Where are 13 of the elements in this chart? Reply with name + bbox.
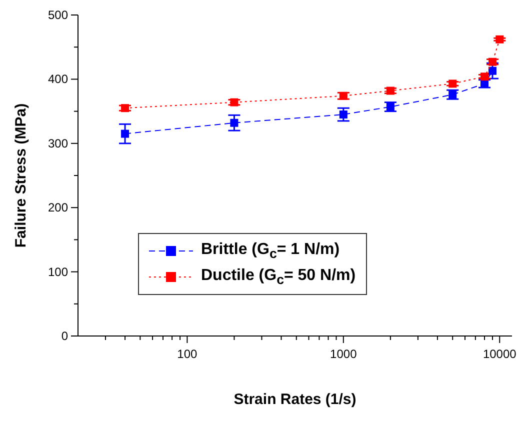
x-tick-label: 10000 [482,347,517,361]
y-tick-label: 400 [48,72,68,86]
y-tick-label: 300 [48,136,68,150]
x-axis-title: Strain Rates (1/s) [234,391,356,408]
y-tick-label: 200 [48,200,68,215]
y-tick-label: 500 [48,8,68,22]
legend-label: Brittle (G$_{c}$= 1 N/m) [201,240,340,262]
x-tick-label: 1000 [330,347,358,361]
y-tick-label: 100 [48,264,68,279]
legend-label: Ductile (G$_{c}$= 50 N/m) [201,266,356,288]
x-tick-label: 100 [177,347,198,361]
y-axis-title: Failure Stress (MPa) [12,103,30,248]
y-tick-label: 0 [61,329,68,343]
